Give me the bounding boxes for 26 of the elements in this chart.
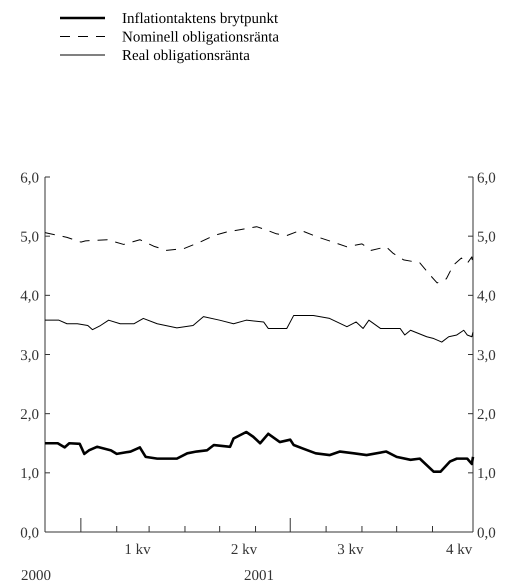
x-tick-label: 3 kv (337, 542, 364, 558)
y-tick-label: 0,0 (20, 525, 39, 542)
y2-tick-label: 1,0 (477, 466, 496, 482)
line-series (44, 314, 474, 343)
line-series (44, 226, 474, 284)
y-tick-label: 1,0 (20, 466, 39, 482)
y2-tick-label: 0,0 (477, 525, 496, 542)
y-tick-label: 2,0 (20, 406, 39, 423)
y-tick-label: 6,0 (20, 170, 39, 186)
legend-label: Inflationtaktens brytpunkt (122, 11, 280, 27)
text: 2000 (21, 568, 51, 583)
y2-tick-label: 6,0 (477, 170, 496, 186)
y-tick-label: 5,0 (20, 229, 39, 246)
legend-label: Real obligationsränta (122, 48, 250, 64)
y2-tick-label: 3,0 (477, 348, 496, 364)
x-tick-label: 1 kv (124, 542, 152, 558)
y2-tick-label: 5,0 (477, 229, 496, 246)
line-series (44, 430, 474, 473)
y2-tick-label: 2,0 (477, 406, 496, 423)
x-tick-label: 2 kv (230, 542, 258, 558)
y2-tick-label: 4,0 (477, 288, 496, 305)
x-tick-label: 4 kv (446, 542, 473, 558)
y-tick-label: 3,0 (20, 348, 39, 364)
y-tick-label: 4,0 (20, 288, 39, 305)
text: 2001 (244, 568, 274, 583)
legend-label: Nominell obligationsränta (122, 30, 280, 46)
